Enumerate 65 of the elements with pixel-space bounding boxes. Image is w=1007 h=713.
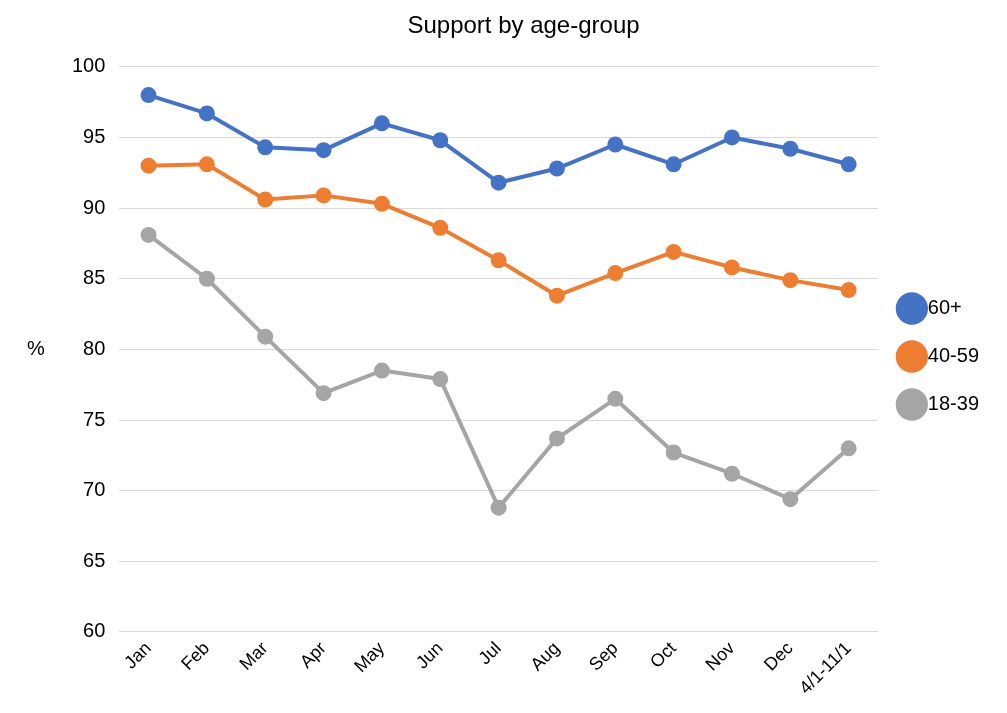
point <box>198 156 215 173</box>
y-tick-label: 70 <box>83 478 106 501</box>
point <box>665 156 682 173</box>
point <box>257 328 274 345</box>
point <box>373 195 390 212</box>
chart-title: Support by age-group <box>407 11 640 39</box>
y-tick-label: 90 <box>83 195 106 218</box>
y-tick-label: 65 <box>83 548 106 571</box>
point <box>665 444 682 461</box>
point <box>782 140 799 157</box>
legend-label: 40-59 <box>927 344 979 367</box>
point <box>373 115 390 132</box>
point <box>548 160 565 177</box>
point <box>490 174 507 191</box>
point <box>315 385 332 402</box>
point <box>723 129 740 146</box>
y-tick-label: 80 <box>83 336 106 359</box>
point <box>840 156 857 173</box>
point <box>315 142 332 159</box>
y-tick-label: 95 <box>83 124 106 147</box>
point <box>198 270 215 287</box>
point <box>840 282 857 299</box>
y-tick-label: 60 <box>83 619 106 642</box>
point <box>432 219 449 236</box>
point <box>607 136 624 153</box>
point <box>782 272 799 289</box>
x-tick-label: Mar <box>235 637 272 674</box>
point <box>548 287 565 304</box>
point <box>490 252 507 269</box>
point <box>548 430 565 447</box>
x-tick-label: Aug <box>526 637 564 675</box>
x-tick-label: Jun <box>411 637 447 673</box>
point <box>607 390 624 407</box>
x-tick-label: Jul <box>474 637 505 669</box>
point <box>373 362 390 379</box>
point <box>257 191 274 208</box>
x-tick-label: Dec <box>759 637 797 675</box>
point <box>490 499 507 516</box>
point <box>432 371 449 388</box>
x-tick-label: Sep <box>584 637 622 675</box>
y-tick-label: 100 <box>71 54 106 77</box>
point <box>140 226 157 243</box>
point <box>198 105 215 122</box>
point <box>665 243 682 260</box>
point <box>840 440 857 457</box>
y-axis-title: % <box>27 336 46 359</box>
point <box>257 139 274 156</box>
y-tick-label: 85 <box>83 266 106 289</box>
point <box>607 265 624 282</box>
point <box>782 491 799 508</box>
x-tick-label: Feb <box>177 637 214 674</box>
x-tick-label: Apr <box>295 637 330 672</box>
y-tick-label: 75 <box>83 407 106 430</box>
x-tick-label: Oct <box>646 637 680 672</box>
point <box>723 465 740 482</box>
legend-label: 60+ <box>927 296 962 319</box>
point <box>140 87 157 104</box>
x-tick-label: Nov <box>701 637 739 675</box>
point <box>723 259 740 276</box>
point <box>315 187 332 204</box>
legend-label: 18-39 <box>927 392 979 415</box>
point <box>432 132 449 149</box>
x-tick-label: May <box>350 637 389 676</box>
point <box>140 157 157 174</box>
x-tick-label: Jan <box>120 637 155 673</box>
